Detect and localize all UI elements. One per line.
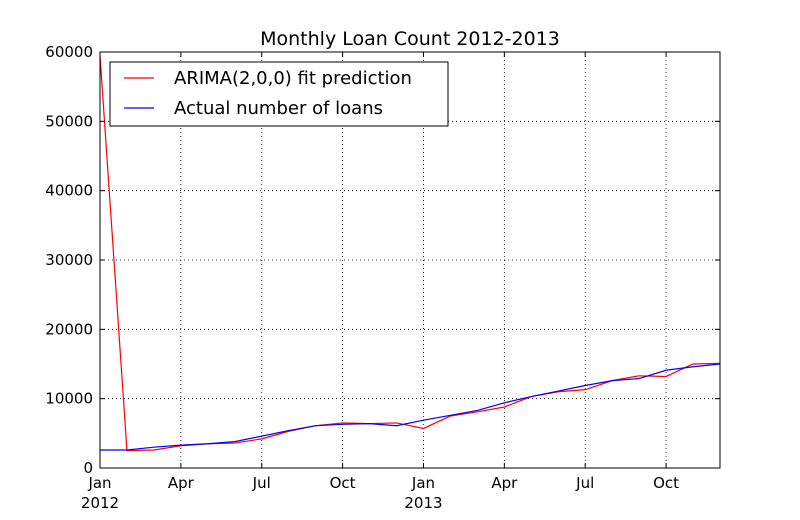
x-tick-label: Jan [87, 474, 111, 492]
legend-box [109, 61, 449, 127]
y-tick-label: 60000 [45, 43, 93, 61]
legend: ARIMA(2,0,0) fit prediction Actual number… [109, 61, 449, 127]
y-tick-label: 40000 [45, 182, 93, 200]
x-tick-label: Jan [411, 474, 435, 492]
axis-ticks: 0 10000 20000 30000 40000 50000 60000 Jan 2012 Ap… [45, 43, 720, 512]
x-tick-label: Jul [252, 474, 271, 492]
y-tick-label: 50000 [45, 112, 93, 130]
x-tick-label: Apr [491, 474, 518, 492]
x-tick-year-label: 2013 [404, 494, 442, 512]
y-tick-label: 10000 [45, 390, 93, 408]
legend-label: Actual number of loans [174, 98, 383, 119]
x-tick-label: Jul [575, 474, 594, 492]
chart-title: Monthly Loan Count 2012-2013 [260, 28, 560, 50]
x-tick-label: Oct [330, 474, 356, 492]
x-tick-year-label: 2012 [81, 494, 119, 512]
y-tick-label: 30000 [45, 251, 93, 269]
series-lines [100, 55, 720, 452]
legend-label: ARIMA(2,0,0) fit prediction [174, 68, 412, 89]
x-tick-label: Oct [653, 474, 679, 492]
y-tick-label: 20000 [45, 320, 93, 338]
y-tick-label: 0 [83, 459, 93, 477]
grid-lines [100, 52, 720, 468]
series-line-2 [100, 363, 720, 451]
x-tick-label: Apr [168, 474, 195, 492]
